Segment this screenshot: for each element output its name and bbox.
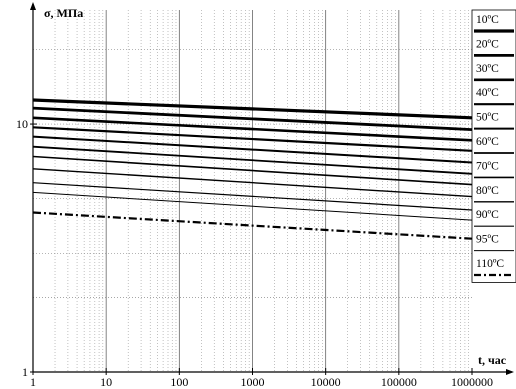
x-tick-label: 1: [30, 375, 36, 389]
tick-labels: 1 10 100 1000 10000 100000 1000000 1 10: [16, 117, 493, 389]
legend-label-11: 110ºC: [476, 258, 504, 270]
series-line-7: [32, 155, 473, 186]
legend-label-7: 70ºC: [476, 160, 499, 172]
y-tick-label: 10: [16, 117, 28, 131]
y-axis-arrow: [30, 2, 36, 10]
legend-label-9: 90ºC: [476, 209, 499, 221]
x-tick-label: 100: [170, 375, 188, 389]
series-line-3: [32, 116, 473, 142]
x-axis-arrow: [506, 369, 514, 375]
x-tick-label: 100000: [381, 375, 417, 389]
legend-label-2: 20ºC: [476, 38, 499, 50]
y-axis-label: σ, МПа: [44, 6, 83, 20]
series-line-8: [32, 168, 473, 198]
x-tick-label: 10000: [311, 375, 341, 389]
series-line-11: [32, 211, 473, 240]
legend-label-6: 60ºC: [476, 136, 499, 148]
y-tick-label: 1: [22, 365, 28, 379]
legend-label-10: 95ºC: [476, 234, 499, 246]
x-tick-label: 1000000: [451, 375, 493, 389]
series-line-9: [32, 182, 473, 211]
x-tick-label: 1000: [241, 375, 265, 389]
legend-label-8: 80ºC: [476, 185, 499, 197]
series-line-4: [32, 126, 473, 152]
legend-label-5: 50ºC: [476, 112, 499, 124]
x-axis-label: t, час: [478, 353, 507, 367]
legend-label-4: 40ºC: [476, 87, 499, 99]
series-line-6: [32, 145, 473, 175]
legend-label-3: 30ºC: [476, 63, 499, 75]
series-line-5: [32, 135, 473, 164]
series-lines: [32, 98, 473, 240]
legend: 10ºC 20ºC 30ºC 40ºC 50ºC 60ºC 70ºC 80ºC 90ºC 95ºC…: [471, 9, 516, 283]
axes: [30, 2, 514, 375]
legend-label-1: 10ºC: [476, 14, 499, 26]
series-line-10: [32, 191, 473, 221]
series-line-2: [32, 106, 473, 131]
x-tick-label: 10: [100, 375, 112, 389]
series-line-1: [32, 98, 473, 120]
